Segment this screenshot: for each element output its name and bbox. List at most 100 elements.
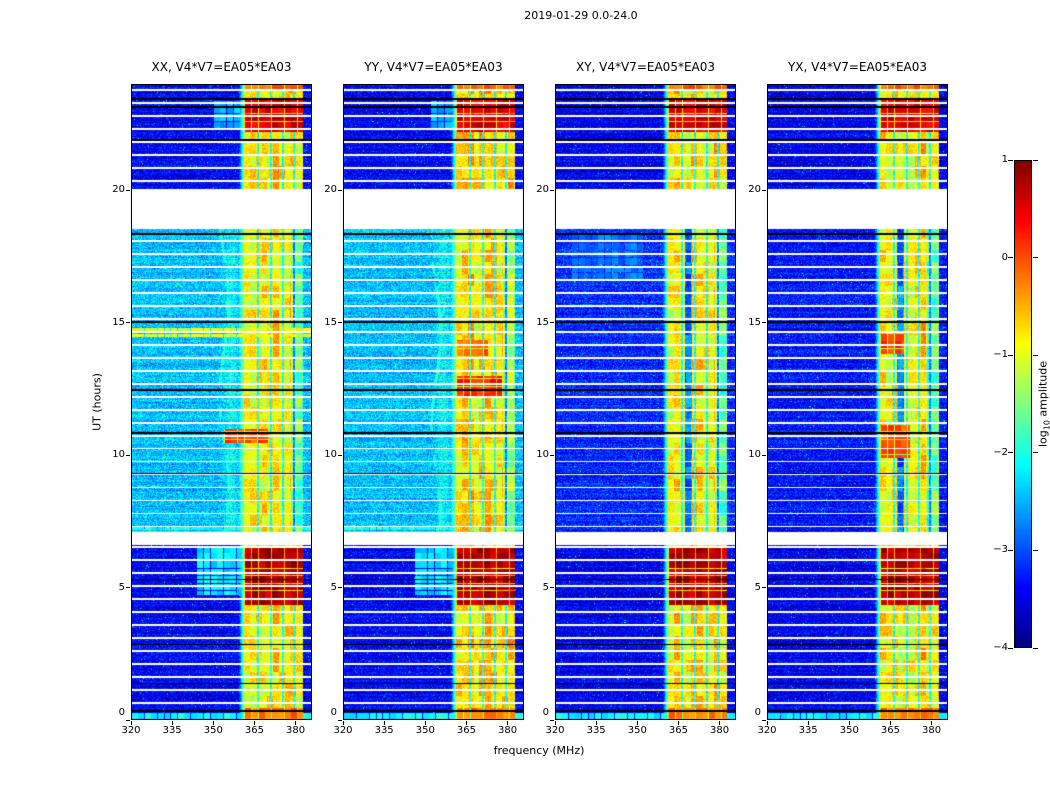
x-tick-label: 335 [586, 725, 606, 736]
colorbar-tick-mark-left [1008, 159, 1013, 161]
x-tick-label: 320 [545, 725, 565, 736]
colorbar-tick-mark-left [1008, 257, 1013, 259]
y-tick-mark [550, 322, 554, 323]
x-tick-label: 365 [456, 725, 476, 736]
colorbar-tick-mark-right [1033, 354, 1038, 356]
y-tick-mark [126, 322, 130, 323]
x-tick-label: 380 [285, 725, 306, 736]
y-tick-mark [550, 189, 554, 191]
panel-title-yy: YY, V4*V7=EA05*EA03 [364, 60, 503, 74]
x-tick-label: 365 [244, 725, 264, 736]
x-tick-mark [766, 721, 768, 725]
x-tick-mark [677, 721, 679, 725]
x-tick-mark [507, 721, 509, 725]
x-tick-label: 365 [668, 725, 688, 736]
colorbar-tick-label: 0 [1001, 251, 1008, 263]
colorbar-tick-label: −4 [993, 642, 1008, 653]
x-tick-label: 380 [497, 725, 518, 736]
x-tick-label: 320 [333, 725, 353, 736]
panel-xx: XX, V4*V7=EA05*EA03 320 335 350 365 380 0 5 10 15… [112, 60, 312, 736]
y-tick-mark [338, 719, 342, 721]
y-tick-mark [550, 454, 554, 456]
x-axis-label: frequency (MHz) [493, 744, 585, 757]
y-tick-label: 5 [542, 581, 549, 593]
y-tick-label: 10 [748, 449, 761, 460]
x-tick-mark [212, 721, 214, 725]
y-tick-mark [550, 719, 554, 721]
x-tick-mark [171, 721, 173, 725]
colorbar-tick-mark-right [1033, 159, 1038, 161]
y-tick-label: 20 [748, 184, 761, 195]
colorbar-tick-mark-right [1033, 549, 1038, 551]
colorbar-tick-label: 1 [1001, 154, 1008, 165]
colorbar-tick-mark-left [1008, 549, 1013, 551]
y-tick-label: 0 [754, 707, 761, 718]
x-tick-mark [636, 721, 638, 725]
y-tick-label: 15 [324, 316, 337, 328]
x-tick-mark [424, 721, 426, 725]
y-tick-mark [762, 322, 766, 323]
y-tick-label: 10 [112, 449, 125, 460]
colorbar-tick-label: −2 [993, 446, 1008, 458]
colorbar: 1 0 −1 −2 −3 −4 [993, 154, 1038, 653]
y-tick-label: 10 [536, 449, 549, 460]
figure-title: 2019-01-29 0.0-24.0 [524, 9, 638, 22]
x-tick-mark [253, 721, 255, 725]
y-tick-mark [762, 719, 766, 721]
y-tick-label: 10 [324, 449, 337, 460]
x-tick-label: 380 [921, 725, 942, 736]
y-tick-mark [126, 587, 130, 588]
y-tick-label: 20 [112, 184, 125, 195]
x-tick-label: 365 [880, 725, 900, 736]
colorbar-label-sub: 10 [1042, 420, 1050, 431]
y-tick-mark [762, 454, 766, 456]
y-tick-mark [338, 587, 342, 588]
spectrogram-xx [131, 84, 312, 720]
panel-title-xx: XX, V4*V7=EA05*EA03 [151, 60, 292, 74]
y-tick-label: 20 [536, 184, 549, 195]
colorbar-tick-mark-right [1033, 257, 1038, 259]
y-tick-mark [762, 587, 766, 588]
x-tick-mark [848, 721, 850, 725]
x-tick-label: 380 [709, 725, 730, 736]
y-tick-label: 0 [118, 707, 125, 718]
panel-title-yx: YX, V4*V7=EA05*EA03 [787, 60, 928, 74]
x-tick-mark [295, 721, 297, 725]
y-tick-mark [126, 719, 130, 721]
y-tick-label: 0 [330, 707, 337, 718]
spectrogram-xy [555, 84, 736, 720]
panel-yy: YY, V4*V7=EA05*EA03 320 335 350 365 380 0 5 10 15… [324, 60, 524, 736]
x-tick-label: 320 [121, 725, 141, 736]
x-tick-label: 350 [839, 725, 859, 736]
y-tick-label: 5 [754, 581, 761, 593]
colorbar-tick-label: −3 [993, 544, 1008, 556]
colorbar-tick-mark-left [1008, 647, 1013, 649]
x-tick-mark [342, 721, 344, 725]
x-tick-label: 335 [374, 725, 394, 736]
colorbar-tick-mark-left [1008, 354, 1013, 356]
y-tick-mark [338, 189, 342, 191]
x-tick-label: 335 [798, 725, 818, 736]
colorbar-gradient [1014, 160, 1032, 648]
colorbar-label-pre: log [1036, 430, 1050, 448]
spectrogram-yx [767, 84, 948, 720]
y-tick-mark [762, 189, 766, 191]
x-tick-label: 350 [627, 725, 647, 736]
y-tick-label: 15 [112, 316, 125, 328]
y-tick-mark [338, 454, 342, 456]
colorbar-label-post: amplitude [1036, 360, 1050, 421]
x-tick-mark [554, 721, 556, 725]
y-tick-label: 5 [330, 581, 337, 593]
y-tick-label: 5 [118, 581, 125, 593]
x-tick-mark [719, 721, 721, 725]
colorbar-tick-mark-right [1033, 452, 1038, 454]
x-tick-label: 320 [757, 725, 777, 736]
colorbar-tick-mark-left [1008, 452, 1013, 454]
y-tick-label: 15 [536, 316, 549, 328]
y-tick-mark [550, 587, 554, 588]
colorbar-tick-mark-right [1033, 647, 1038, 649]
x-tick-mark [931, 721, 933, 725]
x-tick-label: 335 [162, 725, 182, 736]
